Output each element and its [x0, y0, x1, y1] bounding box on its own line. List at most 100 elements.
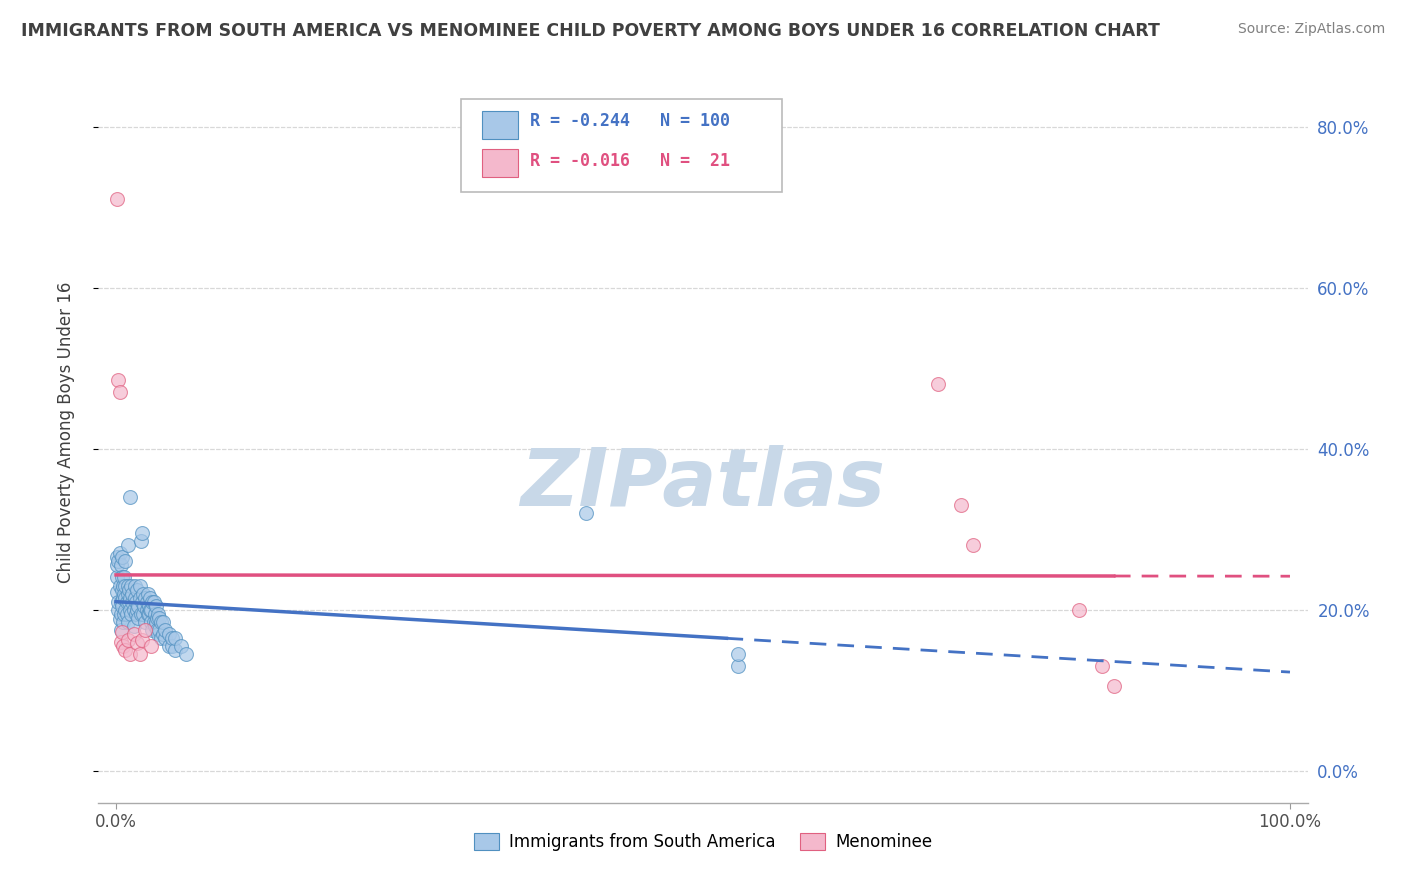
Point	[122, 627, 145, 641]
Point	[121, 586, 143, 600]
Point	[117, 586, 139, 600]
Point	[149, 631, 172, 645]
Point	[110, 558, 132, 573]
Point	[107, 373, 129, 387]
Point	[138, 607, 160, 621]
Point	[727, 647, 749, 661]
Point	[132, 607, 155, 621]
Point	[105, 585, 128, 599]
Point	[120, 647, 142, 661]
Point	[157, 627, 180, 641]
Point	[110, 594, 132, 608]
Point	[142, 615, 165, 629]
Point	[134, 615, 156, 629]
Bar	[482, 149, 517, 178]
Point	[111, 625, 134, 640]
Point	[148, 623, 170, 637]
Point	[142, 594, 165, 608]
Point	[110, 607, 132, 621]
Point	[143, 607, 166, 621]
Point	[139, 591, 162, 605]
Point	[1067, 602, 1090, 616]
Point	[110, 623, 132, 637]
Point	[575, 506, 598, 520]
Point	[117, 578, 139, 592]
Point	[135, 602, 157, 616]
Point	[927, 377, 949, 392]
Point	[141, 602, 163, 616]
Point	[143, 619, 166, 633]
Point	[117, 633, 139, 648]
Point	[111, 550, 134, 565]
Point	[125, 594, 148, 608]
Point	[162, 639, 184, 653]
Point	[157, 639, 180, 653]
Point	[136, 586, 159, 600]
Point	[132, 586, 155, 600]
Point	[112, 591, 135, 605]
Point	[163, 631, 186, 645]
Point	[122, 619, 145, 633]
Point	[112, 639, 135, 653]
Point	[107, 594, 129, 608]
Text: R = -0.244   N = 100: R = -0.244 N = 100	[530, 112, 730, 130]
Point	[121, 594, 143, 608]
Point	[134, 591, 156, 605]
Point	[131, 633, 153, 648]
Point	[120, 607, 142, 621]
Point	[108, 578, 131, 592]
Point	[127, 610, 149, 624]
Point	[124, 591, 146, 605]
Point	[129, 534, 152, 549]
Point	[112, 586, 135, 600]
Point	[118, 594, 141, 608]
Point	[962, 538, 984, 552]
Point	[141, 594, 163, 608]
Bar	[482, 111, 517, 138]
Point	[112, 607, 135, 621]
Point	[169, 639, 191, 653]
Point	[127, 636, 149, 650]
Point	[111, 570, 134, 584]
Text: ZIPatlas: ZIPatlas	[520, 445, 886, 524]
Point	[129, 607, 152, 621]
Point	[105, 570, 128, 584]
Text: R = -0.016   N =  21: R = -0.016 N = 21	[530, 152, 730, 169]
Point	[135, 594, 157, 608]
Point	[115, 594, 138, 608]
Point	[117, 615, 139, 629]
Point	[146, 623, 169, 637]
Point	[112, 570, 135, 584]
Point	[120, 602, 142, 616]
Point	[148, 610, 170, 624]
Point	[134, 599, 156, 613]
Point	[950, 498, 973, 512]
Point	[127, 599, 149, 613]
Point	[145, 599, 167, 613]
Point	[131, 526, 153, 541]
Text: IMMIGRANTS FROM SOUTH AMERICA VS MENOMINEE CHILD POVERTY AMONG BOYS UNDER 16 COR: IMMIGRANTS FROM SOUTH AMERICA VS MENOMIN…	[21, 22, 1160, 40]
Point	[108, 612, 131, 626]
Point	[128, 578, 150, 592]
Point	[120, 490, 142, 504]
Point	[114, 591, 136, 605]
Point	[1102, 679, 1125, 693]
Point	[105, 192, 128, 206]
Point	[112, 615, 135, 629]
Point	[134, 623, 156, 637]
Point	[108, 385, 131, 400]
Point	[111, 582, 134, 597]
Point	[125, 607, 148, 621]
Point	[105, 558, 128, 573]
Point	[112, 578, 135, 592]
Point	[114, 578, 136, 592]
Point	[131, 594, 153, 608]
Point	[107, 602, 129, 616]
Legend: Immigrants from South America, Menominee: Immigrants from South America, Menominee	[467, 826, 939, 857]
Point	[141, 615, 163, 629]
Point	[155, 623, 177, 637]
Point	[128, 591, 150, 605]
Point	[120, 591, 142, 605]
Point	[110, 635, 132, 649]
Point	[105, 550, 128, 565]
